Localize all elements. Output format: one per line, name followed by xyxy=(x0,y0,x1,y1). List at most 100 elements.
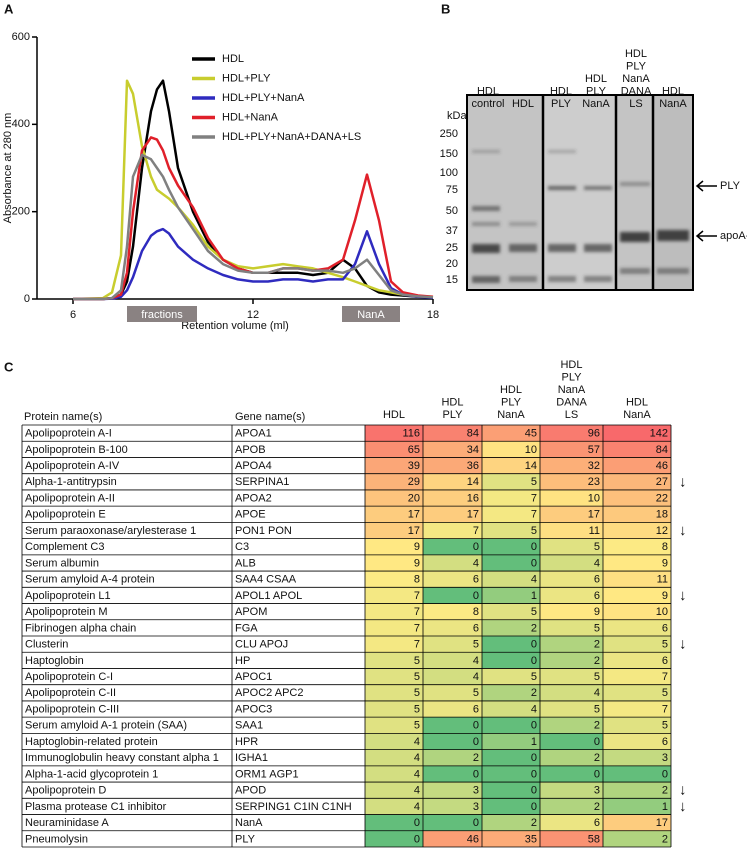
heat-cell xyxy=(482,814,540,831)
cell-value: 0 xyxy=(594,768,600,780)
cell-value: 2 xyxy=(531,622,537,634)
cell-value: 6 xyxy=(594,590,600,602)
heat-cell xyxy=(540,457,603,474)
protein-name: Serum amyloid A-4 protein xyxy=(25,574,155,586)
heat-cell xyxy=(540,425,603,442)
heat-cell xyxy=(603,587,671,604)
heat-cell xyxy=(423,749,482,766)
cell-value: 116 xyxy=(402,428,420,440)
cell-value: 0 xyxy=(531,541,537,553)
cell-value: 9 xyxy=(662,590,668,602)
heat-cell xyxy=(482,684,540,701)
heat-cell xyxy=(365,636,423,653)
gel-arrow-label: PLY xyxy=(720,180,741,192)
cell-value: 8 xyxy=(414,574,420,586)
y-tick-label: 200 xyxy=(12,206,30,218)
lane-label: control xyxy=(471,98,504,110)
gene-name: APOL1 APOL xyxy=(235,590,302,602)
annotation-box xyxy=(342,306,400,322)
cell-value: 2 xyxy=(594,655,600,667)
cell-value: 5 xyxy=(414,720,420,732)
cell-value: 7 xyxy=(531,492,537,504)
cell-value: 1 xyxy=(531,590,537,602)
heat-cell xyxy=(365,830,423,847)
protein-name: Alpha-1-antitrypsin xyxy=(25,476,117,488)
cell-value: 5 xyxy=(594,541,600,553)
lane-label: PLY xyxy=(586,85,607,97)
column-header: HDL xyxy=(500,384,522,396)
heat-cell xyxy=(423,522,482,539)
cell-value: 2 xyxy=(662,833,668,845)
heat-cell xyxy=(365,457,423,474)
cell-value: 7 xyxy=(531,509,537,521)
protein-name: Complement C3 xyxy=(25,541,104,553)
protein-name: Apolipoprotein E xyxy=(25,509,106,521)
marker-label: 250 xyxy=(440,128,458,140)
series-line xyxy=(73,227,434,301)
protein-name: Serum paraoxonase/arylesterase 1 xyxy=(25,525,196,537)
annotation: NanA xyxy=(357,309,385,321)
heat-cell xyxy=(423,814,482,831)
cell-value: 17 xyxy=(408,509,420,521)
gene-name: CLU APOJ xyxy=(235,639,288,651)
lane-label: HDL xyxy=(585,73,607,85)
cell-value: 5 xyxy=(662,639,668,651)
cell-value: 0 xyxy=(594,736,600,748)
heat-cell xyxy=(423,782,482,799)
x-axis-label: Retention volume (ml) xyxy=(181,320,289,332)
gene-name: PLY xyxy=(235,833,256,845)
cell-value: 32 xyxy=(588,460,600,472)
column-header: LS xyxy=(565,409,578,421)
heat-cell xyxy=(423,830,482,847)
heat-cell xyxy=(482,571,540,588)
cell-value: 4 xyxy=(531,703,537,715)
cell-value: 17 xyxy=(588,509,600,521)
cell-value: 6 xyxy=(473,622,479,634)
heat-cell xyxy=(423,603,482,620)
flag-arrow: ↓ xyxy=(679,782,687,799)
cell-value: 0 xyxy=(531,785,537,797)
cell-value: 22 xyxy=(656,492,668,504)
heat-cell xyxy=(365,538,423,555)
column-header: NanA xyxy=(623,409,651,421)
lane-label: NanA xyxy=(582,98,610,110)
heat-cell xyxy=(482,425,540,442)
heat-cell xyxy=(423,668,482,685)
heat-cell xyxy=(482,749,540,766)
heat-cell xyxy=(540,830,603,847)
legend-label: HDL+PLY+NanA+DANA+LS xyxy=(222,131,361,143)
protein-name: Apolipoprotein C-II xyxy=(25,687,116,699)
heat-cell xyxy=(540,765,603,783)
cell-value: 5 xyxy=(473,687,479,699)
cell-value: 2 xyxy=(594,639,600,651)
cell-value: 5 xyxy=(414,703,420,715)
heat-cell xyxy=(540,700,603,718)
heat-cell xyxy=(540,538,603,555)
lane-label: PLY xyxy=(551,98,572,110)
cell-value: 0 xyxy=(531,752,537,764)
lane-label: HDL xyxy=(625,48,647,60)
gene-name: APOM xyxy=(235,606,267,618)
gene-name: APOC1 xyxy=(235,671,272,683)
heat-cell xyxy=(540,652,603,669)
cell-value: 6 xyxy=(594,817,600,829)
heat-cell xyxy=(365,603,423,620)
gene-name: PON1 PON xyxy=(235,525,292,537)
cell-value: 0 xyxy=(473,768,479,780)
gene-name: SERPINA1 xyxy=(235,476,289,488)
x-tick-label: 12 xyxy=(247,309,259,321)
lane-label: PLY xyxy=(626,60,647,72)
heat-cell xyxy=(540,749,603,766)
heat-cell xyxy=(365,717,423,734)
gene-name: C3 xyxy=(235,541,249,553)
column-header: HDL xyxy=(383,409,405,421)
annotation: fractions xyxy=(141,309,183,321)
gene-name: APOD xyxy=(235,785,266,797)
heat-cell xyxy=(365,684,423,701)
cell-value: 0 xyxy=(473,720,479,732)
lane-label: NanA xyxy=(622,73,650,85)
heat-cell xyxy=(540,587,603,604)
cell-value: 5 xyxy=(531,671,537,683)
heat-cell xyxy=(603,619,671,636)
x-tick-label: 6 xyxy=(70,309,76,321)
